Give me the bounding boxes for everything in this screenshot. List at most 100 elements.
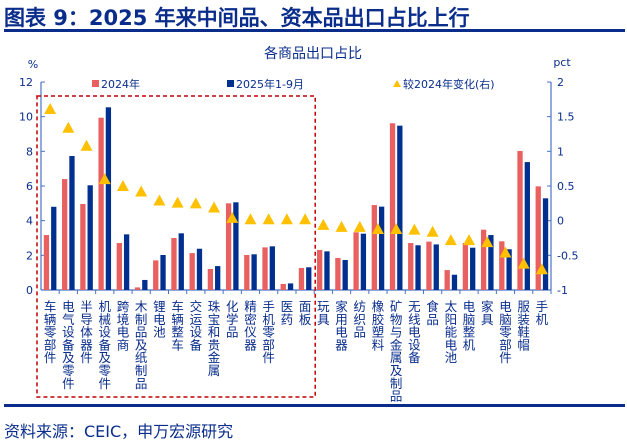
legend: 2024年 2025年1-9月 较2024年变化(右) [92,77,495,91]
highlight-box [36,95,316,398]
bar-2024 [134,287,141,290]
legend-label-2025: 2025年1-9月 [236,77,304,91]
change-marker [426,225,439,237]
left-tick-label: 12 [19,76,33,89]
title-rule [4,29,625,32]
category-label: 服装鞋帽 [517,299,530,352]
bar-2025 [506,249,512,290]
category-label: 面板 [299,299,312,327]
change-marker [517,257,530,269]
bar-2024 [371,205,377,290]
category-label: 家用电器 [335,299,348,352]
change-marker [226,211,239,223]
bar-2025 [397,125,403,291]
figure-title: 图表 9：2025 年来中间品、资本品出口占比上行 [4,6,470,30]
category-label: 手机零部件 [262,299,275,365]
bar-2024 [462,243,469,290]
change-marker [463,234,476,246]
bar-2025 [196,248,203,290]
bar-2025 [178,233,184,290]
right-tick-label: 1 [557,145,564,158]
bar-2025 [488,235,494,290]
bar-2024 [80,204,86,290]
bar-2024 [116,243,122,290]
category-label: 矿物与金属及制品 [390,299,403,404]
right-tick-label: -0.5 [557,249,578,262]
bar-2025 [433,244,439,290]
category-label: 车辆零部件 [44,299,57,365]
bar-2024 [298,267,305,290]
category-label: 木制品及纸制品 [135,299,148,391]
right-tick-label: 0.5 [557,180,575,193]
legend-label-2024: 2024年 [101,77,140,91]
bar-2025 [251,254,257,290]
bar-2024 [408,243,414,290]
change-marker [353,220,366,232]
left-tick-label: 8 [26,145,33,158]
category-label: 机械设备及零件 [98,299,111,391]
bar-2024 [317,249,323,290]
category-label: 车辆整车 [171,299,184,352]
category-label: 锂电池 [153,299,166,340]
category-label: 跨境电商 [117,299,130,352]
bar-2025 [51,206,57,290]
left-axis-unit: % [28,58,38,71]
bar-2025 [87,185,93,290]
bar-2024 [171,238,177,290]
category-label: 交运设备 [190,299,203,352]
bar-2025 [215,266,221,290]
bar-2024 [189,253,195,290]
bar-2024 [426,241,432,290]
bar-2025 [324,251,330,290]
bar-2024 [444,270,450,290]
category-label: 橡胶塑料 [372,299,385,352]
footer-rule [4,404,625,407]
bar-2024 [389,123,396,291]
bar-2025 [470,247,476,290]
right-tick-label: -1 [557,284,568,297]
bar-2025 [378,206,385,290]
right-tick-label: 1.5 [557,111,575,124]
bar-2024 [225,203,232,290]
right-tick-label: 2 [557,76,564,89]
bar-2025 [142,279,148,290]
category-label: 太阳能电池 [445,299,458,365]
change-marker [244,213,257,225]
change-marker [317,218,330,230]
change-marker [280,213,293,225]
change-marker [116,180,129,191]
category-label: 电气设备及零件 [62,299,75,391]
change-marker [299,213,312,225]
change-marker [80,139,93,151]
legend-swatch-2024 [92,80,99,87]
bar-2025 [69,156,75,290]
bar-2025 [160,254,166,290]
change-marker [208,201,221,213]
change-marker [189,197,202,209]
change-marker [535,263,548,275]
category-label: 食品 [426,299,439,327]
category-label: 精密仪器 [244,299,257,352]
bar-2025 [451,274,458,290]
category-label: 化学品 [226,299,239,340]
bar-2024 [535,186,541,290]
change-marker [481,236,494,248]
bar-2025 [524,162,530,290]
bar-2025 [287,283,294,290]
right-axis-unit: pct [553,56,571,69]
bar-2024 [43,235,50,290]
change-marker [499,246,512,258]
category-label: 珠宝和贵金属 [208,299,221,378]
bar-2024 [262,247,268,290]
category-label: 医药 [281,299,294,327]
bar-2024 [499,241,505,290]
bar-2024 [353,232,359,290]
change-marker [153,194,166,206]
change-marker [371,222,384,234]
category-label: 玩具 [317,299,330,327]
left-tick-label: 4 [26,215,33,228]
bar-2024 [517,150,523,290]
bar-2025 [306,267,312,290]
right-tick-label: 0 [557,215,564,228]
bar-2024 [98,117,104,290]
